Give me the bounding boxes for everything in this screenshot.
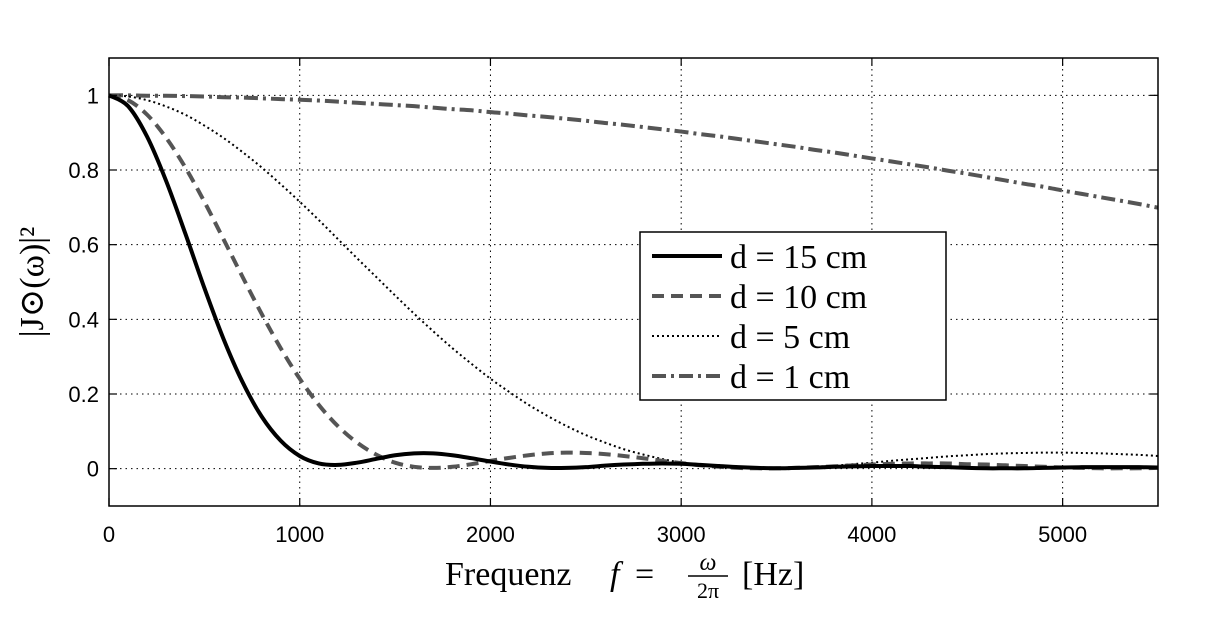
- x-tick-label: 4000: [847, 522, 896, 547]
- y-tick-label: 0.4: [68, 307, 99, 332]
- series-layer: [108, 93, 1159, 471]
- legend: d = 15 cmd = 10 cmd = 5 cmd = 1 cm: [639, 231, 947, 401]
- legend-label-3: d = 1 cm: [730, 359, 850, 396]
- y-tick-label: 0: [87, 457, 99, 482]
- series-line-0: [108, 93, 1159, 471]
- x-axis-label-denominator: 2π: [697, 578, 719, 603]
- x-tick-label: 1000: [275, 522, 324, 547]
- plot-area: [109, 58, 1158, 506]
- legend-label-0: d = 15 cm: [730, 239, 867, 276]
- y-tick-label: 1: [87, 83, 99, 108]
- plot-frame: [108, 57, 1159, 507]
- x-axis-label-unit: [Hz]: [742, 556, 804, 593]
- series-line-3: [108, 93, 1159, 210]
- x-tick-label: 3000: [657, 522, 706, 547]
- x-tick-label: 5000: [1038, 522, 1087, 547]
- y-axis-label-text: |J⊙(ω)|²: [14, 227, 51, 338]
- y-tick-label: 0.2: [68, 382, 99, 407]
- y-tick-label: 0.8: [68, 158, 99, 183]
- x-axis-label-numerator: ω: [700, 550, 717, 576]
- y-axis-label: |J⊙(ω)|²: [14, 227, 51, 338]
- y-tick-label: 0.6: [68, 233, 99, 258]
- series-line-2: [108, 94, 1159, 470]
- legend-box: [639, 231, 947, 401]
- series-line-1: [108, 93, 1159, 471]
- axis-ticks: 0 1000 2000 3000 4000 5000 0 0.2 0.4 0.6 0.8 1: [68, 58, 1158, 547]
- x-axis-label: Frequenz f = ω 2π [Hz]: [445, 550, 804, 603]
- legend-label-2: d = 5 cm: [730, 319, 850, 356]
- x-tick-label: 0: [103, 522, 115, 547]
- x-tick-label: 2000: [466, 522, 515, 547]
- legend-label-1: d = 10 cm: [730, 279, 867, 316]
- x-axis-label-f: f: [610, 556, 624, 593]
- x-axis-label-prefix: Frequenz: [445, 556, 572, 593]
- x-axis-label-eq: =: [635, 556, 654, 593]
